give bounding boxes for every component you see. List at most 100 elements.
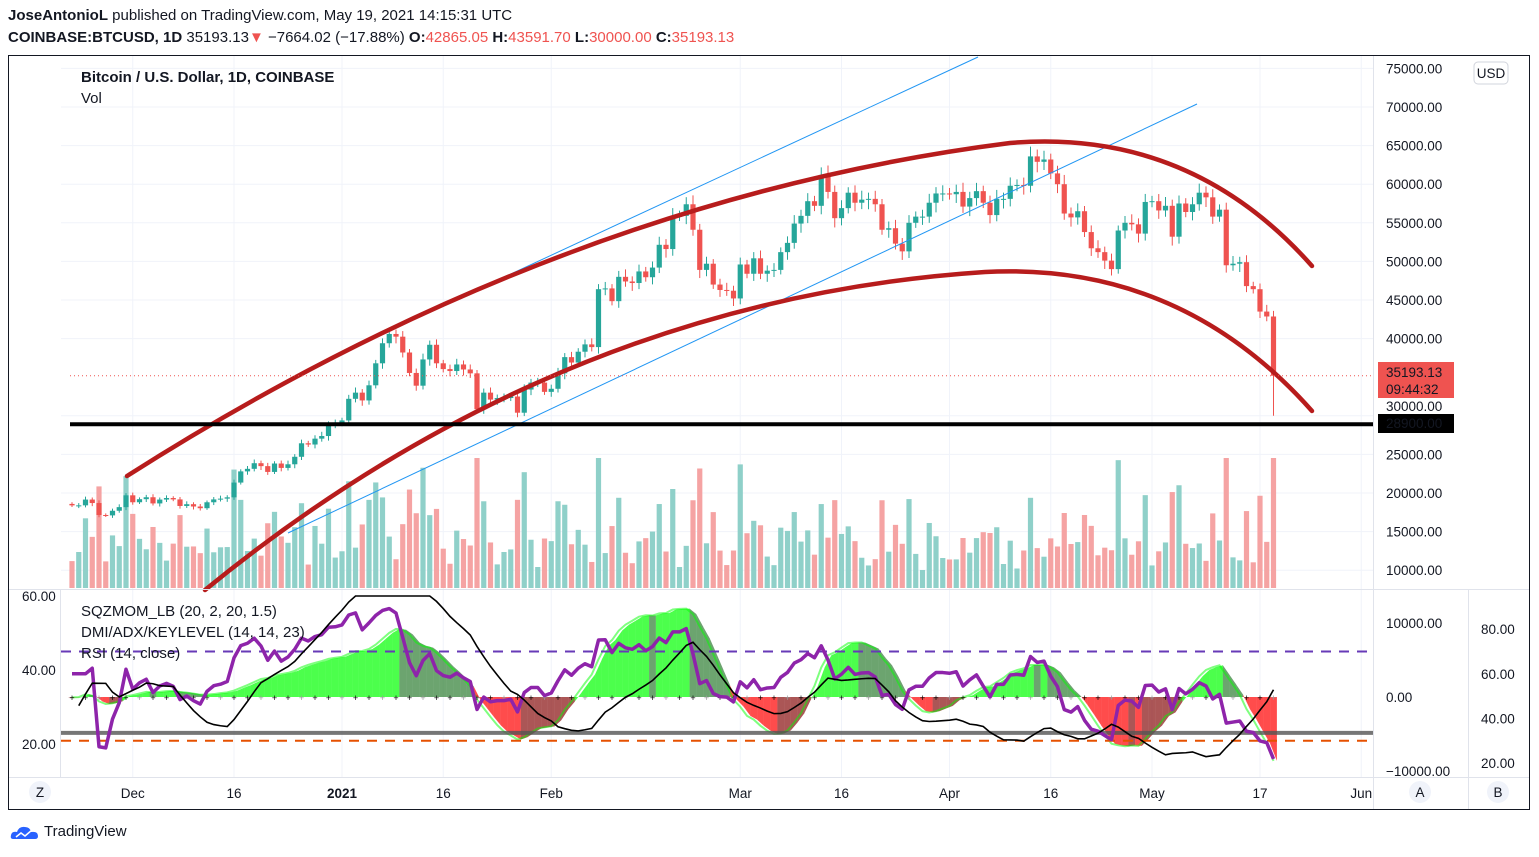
squeeze-momentum-bar [811, 685, 818, 700]
tradingview-logo[interactable]: TradingView [10, 823, 127, 840]
candle-body [69, 503, 75, 506]
squeeze-dot: + [1176, 693, 1181, 703]
squeeze-momentum-bar [581, 683, 589, 697]
volume-bar [1034, 548, 1040, 588]
arc-lower[interactable] [202, 269, 1315, 593]
candle-body [163, 498, 170, 500]
indicator-pane: + + + + + + + + + + + + + + + + + + + + + + + + + + + + + + + + + + + + + + + +… [61, 595, 1373, 762]
volume-bar [1081, 514, 1088, 588]
candle-body [643, 271, 649, 278]
squeeze-momentum-bar [1256, 697, 1264, 732]
squeeze-dot: + [569, 693, 574, 703]
time-tick-label: 2021 [327, 786, 358, 801]
candle-body [737, 264, 743, 299]
volume-bar [217, 547, 224, 588]
candle-body [683, 204, 689, 216]
squeeze-dot: + [1028, 693, 1033, 703]
squeeze-momentum-bar [230, 690, 238, 697]
volume-bar [872, 559, 878, 588]
volume-bar [933, 536, 939, 588]
volume-bar [1007, 540, 1013, 588]
squeeze-dot: + [798, 693, 803, 703]
published-text: published on TradingView.com, May 19, 20… [112, 7, 513, 24]
candle-body [1216, 209, 1223, 217]
squeeze-momentum-bar [372, 644, 380, 697]
squeeze-dot: + [96, 693, 101, 703]
volume-bar [481, 501, 487, 588]
candle-body [109, 510, 116, 516]
volume-bar [1135, 541, 1142, 588]
price-axis[interactable]: 75000.00 70000.00 65000.00 60000.00 55000.00… [1386, 61, 1442, 578]
volume-bar [926, 522, 932, 588]
volume-bar [899, 543, 905, 588]
candle-body [629, 281, 635, 284]
squeeze-momentum-bar [973, 690, 980, 697]
currency-button[interactable] [1473, 61, 1509, 85]
squeeze-momentum-bar [1087, 697, 1095, 716]
a-axis-tick: −10000.00 [1386, 764, 1450, 779]
b-scale-button[interactable] [1487, 781, 1509, 803]
volume-bar [150, 526, 156, 588]
candle-body [1189, 204, 1196, 212]
volume-bar [602, 553, 608, 588]
squeeze-momentum-bar [264, 677, 272, 697]
candle-body [703, 263, 710, 270]
author-name[interactable]: JoseAntonioL [8, 7, 108, 24]
candle-body [1102, 252, 1108, 261]
rsi-line [72, 606, 1276, 760]
volume-bar [346, 481, 352, 588]
squeeze-dot: + [528, 693, 533, 703]
volume-bar [582, 544, 588, 588]
squeeze-dot: + [744, 693, 749, 703]
volume-bar [757, 525, 764, 588]
candle-body [825, 174, 831, 192]
squeeze-momentum-bar [163, 691, 170, 697]
volume-bar [1196, 543, 1202, 588]
volume-bar [190, 546, 197, 588]
volume-bar [130, 513, 136, 588]
volume-bar [386, 536, 392, 588]
squeeze-dot: + [947, 693, 952, 703]
volume-bar [1264, 541, 1270, 588]
squeeze-momentum-bar [1027, 665, 1034, 697]
candle-body [258, 463, 264, 467]
candle-body [1088, 232, 1094, 249]
volume-bar [845, 526, 851, 588]
volume-bar [393, 559, 399, 588]
price-tick-label: 45000.00 [1386, 293, 1442, 308]
squeeze-dot: + [353, 693, 358, 703]
volume-bar [447, 563, 453, 588]
volume-bar [528, 539, 534, 588]
volume-bar [1230, 557, 1236, 588]
indicator-axes[interactable]: 60.00 40.00 20.00 10000.00 0.00 −10000.00 80.0… [22, 589, 1515, 779]
squeeze-momentum-bar [1101, 697, 1109, 736]
squeeze-momentum-bar [608, 640, 616, 697]
squeeze-momentum-bar [1270, 697, 1277, 761]
auto-scale-button[interactable] [1409, 781, 1431, 803]
candle-body [339, 420, 345, 424]
candle-body [386, 333, 392, 344]
zoom-reset-button[interactable] [29, 781, 51, 803]
volume-bar [1115, 460, 1121, 588]
squeeze-momentum-bar [1249, 697, 1257, 720]
candle-body [440, 363, 446, 370]
candle-body [82, 499, 89, 506]
volume-bar [616, 497, 622, 588]
trend-line-lower[interactable] [287, 103, 1198, 534]
volume-bar [1054, 546, 1061, 588]
arc-upper[interactable] [124, 139, 1315, 479]
candle-body [366, 385, 372, 401]
volume-bar [1210, 513, 1216, 588]
time-tick-label: Feb [540, 786, 563, 801]
squeeze-momentum-bar [1148, 697, 1156, 739]
squeeze-dot: + [1109, 693, 1114, 703]
volume-bar [508, 549, 514, 588]
candle-body [197, 506, 203, 509]
volume-bar [589, 561, 595, 588]
squeeze-momentum-bar [358, 650, 366, 697]
volume-bar [460, 539, 467, 588]
time-axis[interactable]: Dec 16 2021 16 Feb Mar 16 Apr 16 May 17 Jun [121, 786, 1372, 801]
volume-bar [359, 524, 365, 588]
volume-bar [811, 554, 818, 588]
